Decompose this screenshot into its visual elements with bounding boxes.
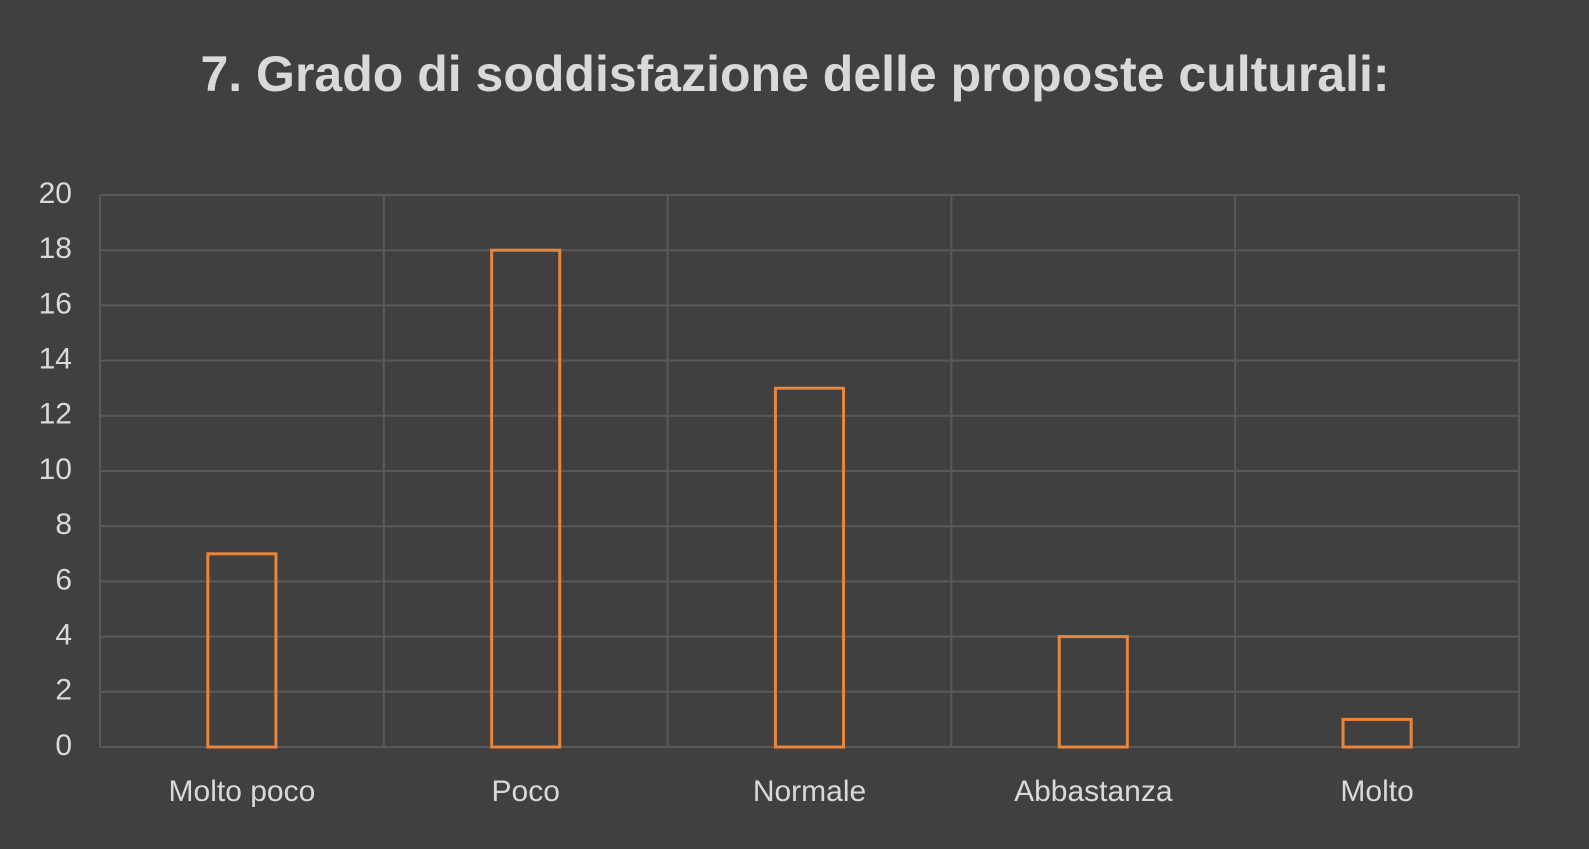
y-tick-label: 4	[55, 619, 72, 652]
bar	[773, 386, 846, 749]
bar	[1341, 717, 1413, 749]
bar	[206, 552, 278, 749]
y-tick-label: 6	[55, 563, 72, 596]
y-tick-label: 14	[39, 343, 72, 376]
y-tick-label: 2	[55, 674, 72, 707]
x-tick-label: Molto poco	[169, 775, 316, 808]
y-tick-label: 18	[39, 232, 72, 265]
bar	[490, 248, 562, 749]
bar	[1057, 635, 1129, 749]
x-tick-label: Abbastanza	[1014, 775, 1173, 808]
y-tick-label: 0	[55, 729, 72, 762]
y-tick-label: 8	[55, 508, 72, 541]
x-tick-label: Normale	[753, 775, 866, 808]
y-tick-label: 12	[39, 398, 72, 431]
y-tick-label: 10	[39, 453, 72, 486]
y-tick-label: 20	[39, 177, 72, 210]
y-tick-label: 16	[39, 287, 72, 320]
x-tick-label: Molto	[1340, 775, 1413, 808]
chart-title: 7. Grado di soddisfazione delle proposte…	[200, 46, 1389, 102]
x-tick-label: Poco	[492, 775, 560, 808]
